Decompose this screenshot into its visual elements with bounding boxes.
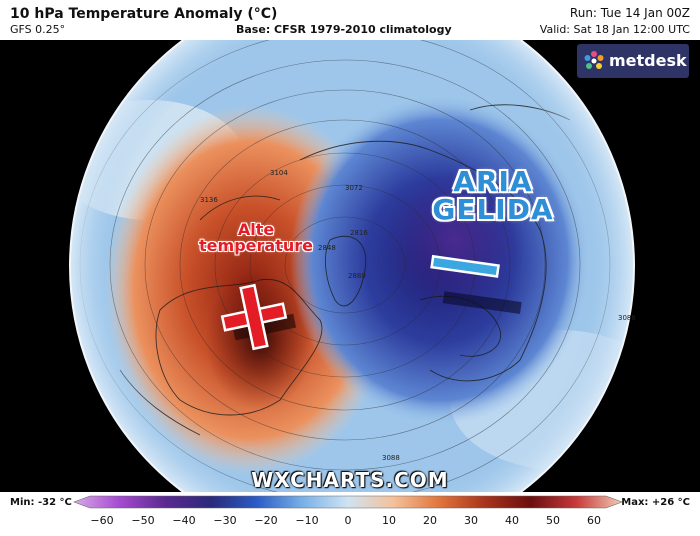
legend-tick-label: 40 xyxy=(505,514,519,527)
warm-plus-symbol xyxy=(220,283,297,351)
color-legend: Min: -32 °C Max: +26 °C −60 −50 −40 −30 −20−… xyxy=(0,492,700,536)
cold-annotation: ARIA GELIDA xyxy=(408,168,578,224)
watermark: WXCHARTS.COM xyxy=(251,468,449,492)
metdesk-logo: metdesk xyxy=(577,44,689,78)
contour-label: 2816 xyxy=(350,229,368,237)
warm-annotation-line2: temperature xyxy=(199,236,313,255)
chart-header: 10 hPa Temperature Anomaly (°C) GFS 0.25… xyxy=(0,0,700,40)
cold-minus-symbol xyxy=(430,254,522,314)
logo-text: metdesk xyxy=(609,51,687,70)
legend-tick-label: −50 xyxy=(131,514,155,527)
legend-tick-label: 60 xyxy=(587,514,601,527)
cold-annotation-line1: ARIA xyxy=(453,165,533,198)
legend-tick-label: 10 xyxy=(382,514,396,527)
contour-label: 3072 xyxy=(345,184,363,192)
polar-map: 3104 3136 3072 2848 2816 2880 3088 3088 xyxy=(0,40,700,492)
legend-tick-label: −20 xyxy=(254,514,278,527)
legend-min-label: Min: -32 °C xyxy=(10,497,72,508)
legend-tick-label: −10 xyxy=(295,514,319,527)
base-climatology-label: Base: CFSR 1979-2010 climatology xyxy=(236,23,452,36)
legend-max-label: Max: +26 °C xyxy=(621,497,690,508)
contour-label: 2848 xyxy=(318,244,336,252)
legend-tick-label: −60 xyxy=(90,514,114,527)
contour-label: 3088 xyxy=(618,314,636,322)
warm-annotation: Alte temperature xyxy=(176,222,336,254)
contour-label: 2880 xyxy=(348,272,366,280)
cold-annotation-line2: GELIDA xyxy=(432,193,554,226)
legend-tick-label: 0 xyxy=(344,514,352,527)
flower-icon xyxy=(584,51,604,69)
legend-tick-label: −30 xyxy=(213,514,237,527)
legend-tick-label: 20 xyxy=(423,514,437,527)
chart-title: 10 hPa Temperature Anomaly (°C) xyxy=(10,6,278,22)
valid-time-label: Valid: Sat 18 Jan 12:00 UTC xyxy=(539,23,690,36)
contour-labels: 3104 3136 3072 2848 2816 2880 3088 3088 xyxy=(200,169,636,462)
legend-tick-label: −40 xyxy=(172,514,196,527)
legend-colorbar xyxy=(73,495,623,509)
model-label: GFS 0.25° xyxy=(10,23,66,36)
anomaly-field: 3104 3136 3072 2848 2816 2880 3088 3088 xyxy=(69,40,636,492)
legend-ticks: −60 −50 −40 −30 −20 −10 0 10 20 30 40 50 60 xyxy=(0,514,700,530)
contour-label: 3136 xyxy=(200,196,218,204)
contour-label: 3088 xyxy=(382,454,400,462)
legend-tick-label: 30 xyxy=(464,514,478,527)
run-time-label: Run: Tue 14 Jan 00Z xyxy=(569,6,690,20)
contour-label: 3104 xyxy=(270,169,288,177)
legend-tick-label: 50 xyxy=(546,514,560,527)
warm-annotation-line1: Alte xyxy=(237,220,275,239)
